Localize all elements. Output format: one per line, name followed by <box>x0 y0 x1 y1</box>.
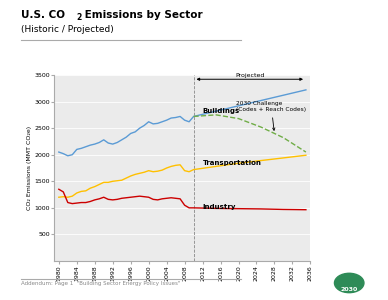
Text: Transportation: Transportation <box>203 160 262 166</box>
Y-axis label: CO₂ Emissions (MMT CO₂e): CO₂ Emissions (MMT CO₂e) <box>27 126 32 210</box>
Text: Buildings: Buildings <box>203 108 240 114</box>
Text: Projected: Projected <box>235 73 265 78</box>
Circle shape <box>334 273 364 293</box>
Text: (Historic / Projected): (Historic / Projected) <box>21 26 114 34</box>
Text: U.S. CO: U.S. CO <box>21 11 65 20</box>
Text: 2030: 2030 <box>341 287 358 292</box>
Text: Industry: Industry <box>203 204 236 210</box>
Text: 2030 Challenge
(Codes + Reach Codes): 2030 Challenge (Codes + Reach Codes) <box>236 101 307 130</box>
Text: 2: 2 <box>76 13 82 22</box>
Text: Emissions by Sector: Emissions by Sector <box>81 11 203 20</box>
Text: Addendum: Page 1  "Building Sector Energy Policy Issues": Addendum: Page 1 "Building Sector Energy… <box>21 280 181 286</box>
